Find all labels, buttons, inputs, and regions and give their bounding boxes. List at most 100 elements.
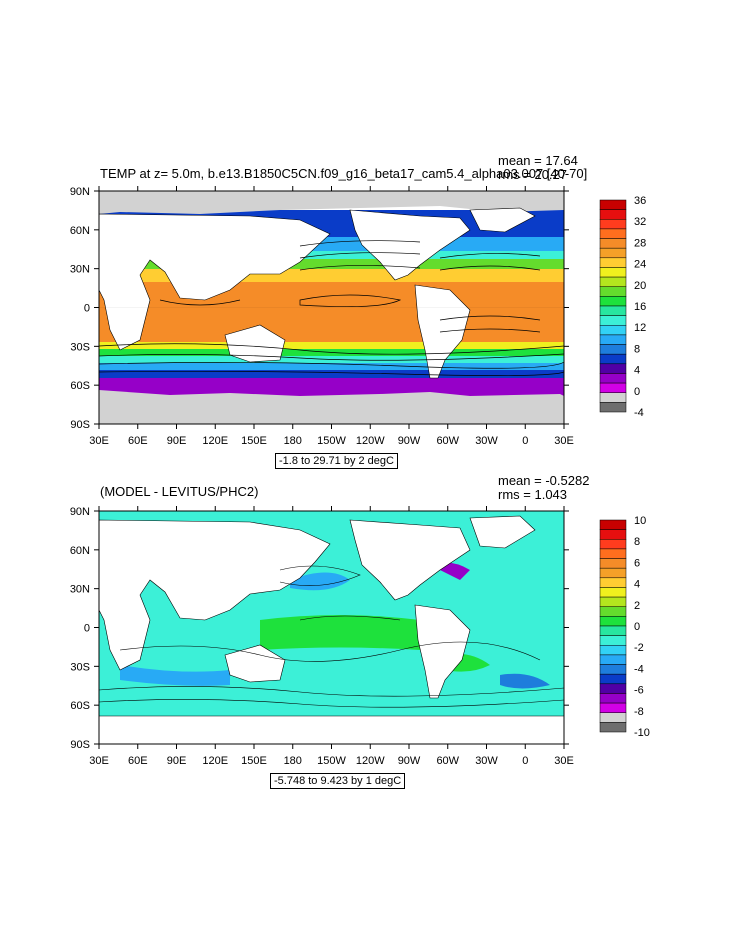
colorbar-swatch <box>599 635 627 646</box>
lon-tick-label: 150W <box>317 755 346 767</box>
lat-tick-label: 60N <box>70 545 90 557</box>
lat-tick-label: 60S <box>70 700 90 712</box>
colorbar-label: 2 <box>634 600 640 612</box>
lat-tick-label: 30S <box>70 341 90 353</box>
colorbar-swatch <box>599 702 627 713</box>
colorbar-label: 8 <box>634 343 640 355</box>
colorbar-label: 8 <box>634 536 640 548</box>
lat-tick-label: 0 <box>84 623 90 635</box>
lon-tick-label: 120E <box>202 435 228 447</box>
lon-tick-label: 120W <box>356 755 385 767</box>
lon-tick-label: 180 <box>284 435 302 447</box>
colorbar-swatch <box>599 199 627 210</box>
colorbar-swatch <box>599 558 627 569</box>
colorbar-swatch <box>599 402 627 413</box>
lon-tick-label: 0 <box>522 435 528 447</box>
colorbar-swatch <box>599 286 627 297</box>
colorbar-swatch <box>599 567 627 579</box>
colorbar-label: 6 <box>634 557 640 569</box>
panel-title: (MODEL - LEVITUS/PHC2) <box>100 484 259 499</box>
lon-tick-label: 30E <box>554 435 574 447</box>
lat-tick-label: 60N <box>70 225 90 237</box>
map-plot: 90N 60N 30N 0 30S 60S 90S 30E 60E 90E 120E 150E 180… <box>70 506 650 767</box>
lon-axis: 30E 60E 90E 120E 150E 180 150W 120W 90W 60W 30W 0 30… <box>89 186 574 447</box>
mean-label: mean = 17.64 <box>498 153 578 168</box>
colorbar-swatch <box>599 382 627 393</box>
contour-lines <box>99 565 564 708</box>
colorbar-label: -10 <box>634 727 650 739</box>
lon-tick-label: 60W <box>436 435 459 447</box>
colorbar-label: 24 <box>634 259 646 271</box>
map-field <box>99 511 564 744</box>
colorbar-label: 36 <box>634 195 646 207</box>
panel-title: TEMP at z= 5.0m, b.e13.B1850C5CN.f09_g16… <box>100 166 588 181</box>
colorbar: 36 32 28 24 20 16 12 8 4 0 -4 <box>599 195 646 419</box>
colorbar-swatch <box>599 596 627 607</box>
colorbar-swatch <box>599 529 627 540</box>
colorbar-swatch <box>599 519 627 530</box>
lon-tick-label: 30W <box>475 755 498 767</box>
colorbar-swatch <box>599 712 627 723</box>
colorbar: 10 8 6 4 2 0 -2 -4 -6 -8 -10 <box>599 515 650 739</box>
colorbar-swatch <box>599 539 627 550</box>
colorbar-label: -4 <box>634 407 644 419</box>
continents <box>99 207 536 379</box>
colorbar-swatch <box>599 257 627 268</box>
colorbar-label: -6 <box>634 685 644 697</box>
colorbar-swatch <box>599 363 627 374</box>
colorbar-swatch <box>599 334 627 345</box>
colorbar-swatch <box>599 267 627 278</box>
antarctica <box>99 390 564 424</box>
colorbar-swatch <box>599 276 627 287</box>
lon-tick-label: 30E <box>89 755 109 767</box>
lon-tick-label: 0 <box>522 755 528 767</box>
lat-axis: 90N 60N 30N 0 30S 60S 90S <box>70 186 569 431</box>
lat-tick-label: 30N <box>70 264 90 276</box>
colorbar-swatch <box>599 325 627 336</box>
lat-tick-label: 30N <box>70 584 90 596</box>
lon-tick-label: 60E <box>128 435 148 447</box>
colorbar-label: 28 <box>634 237 646 249</box>
colorbar-swatch <box>599 673 627 685</box>
colorbar-label: 0 <box>634 621 640 633</box>
rms-label: rms = 20.27 <box>498 167 568 182</box>
lat-tick-label: 90N <box>70 186 90 198</box>
lon-tick-label: 120E <box>202 755 228 767</box>
colorbar-label: 20 <box>634 280 646 292</box>
arctic-ice <box>99 191 564 214</box>
colorbar-swatch <box>599 548 627 559</box>
lon-tick-label: 90W <box>398 435 421 447</box>
colorbar-label: -2 <box>634 642 644 654</box>
lon-tick-label: 180 <box>284 755 302 767</box>
colorbar-swatch <box>599 373 627 384</box>
lat-tick-label: 0 <box>84 303 90 315</box>
colorbar-label: 10 <box>634 515 646 527</box>
colorbar-swatch <box>599 625 627 636</box>
colorbar-label: 4 <box>634 579 640 591</box>
colorbar-label: 0 <box>634 386 640 398</box>
colorbar-swatch <box>599 315 627 326</box>
lon-tick-label: 60E <box>128 755 148 767</box>
lat-tick-label: 30S <box>70 661 90 673</box>
lon-axis: 30E 60E 90E 120E 150E 180 150W 120W 90W 60W 30W 0 30… <box>89 506 574 767</box>
colorbar-swatch <box>599 219 627 230</box>
lat-tick-label: 90S <box>70 739 90 751</box>
colorbar-swatch <box>599 654 627 665</box>
lon-tick-label: 150E <box>241 435 267 447</box>
temperature-map-panel: TEMP at z= 5.0m, b.e13.B1850C5CN.f09_g16… <box>0 150 733 470</box>
map-plot: 90N 60N 30N 0 30S 60S 90S 30E 60E 90E 120E 150E 180… <box>70 186 646 447</box>
lat-tick-label: 60S <box>70 380 90 392</box>
colorbar-swatch <box>599 616 627 627</box>
colorbar-swatch <box>599 296 627 307</box>
lon-tick-label: 30E <box>89 435 109 447</box>
colorbar-swatch <box>599 683 627 694</box>
lat-tick-label: 90S <box>70 419 90 431</box>
colorbar-label: 4 <box>634 365 640 377</box>
lon-tick-label: 150W <box>317 435 346 447</box>
difference-map-panel: (MODEL - LEVITUS/PHC2) mean = -0.5282 rm… <box>0 470 733 800</box>
lon-tick-label: 30E <box>554 755 574 767</box>
mean-label: mean = -0.5282 <box>498 473 590 488</box>
continents <box>99 515 564 744</box>
range-label: -5.748 to 9.423 by 1 degC <box>270 773 406 789</box>
lon-tick-label: 60W <box>436 755 459 767</box>
